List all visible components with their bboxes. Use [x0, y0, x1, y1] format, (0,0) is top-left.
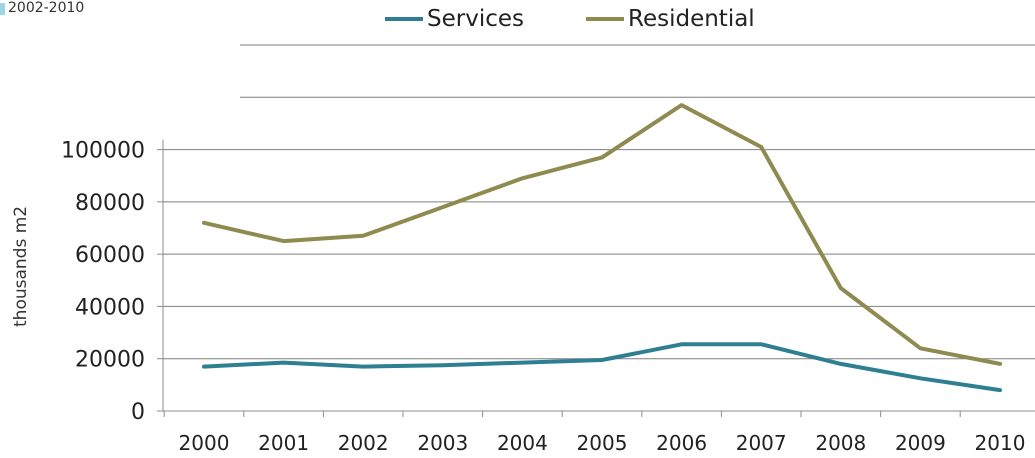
x-tick-label: 2007 [736, 431, 787, 455]
y-tick-label: 0 [131, 400, 145, 425]
y-tick-label: 60000 [75, 243, 145, 268]
legend-swatch-residential [586, 17, 624, 21]
legend-label-residential: Residential [628, 6, 755, 32]
x-tick-label: 2004 [497, 431, 548, 455]
x-tick-label: 2010 [975, 431, 1026, 455]
y-tick-label: 20000 [75, 348, 145, 373]
x-tick-label: 2003 [417, 431, 468, 455]
corner-label: 2002-2010 [8, 0, 85, 16]
x-tick-label: 2000 [179, 431, 230, 455]
x-tick-label: 2005 [577, 431, 628, 455]
legend-swatch-services [385, 17, 423, 21]
y-tick-label: 40000 [75, 295, 145, 320]
series-line-services [202, 342, 1002, 393]
y-tick-label: 100000 [61, 139, 145, 164]
corner-color-swatch [0, 3, 5, 15]
x-tick-label: 2001 [258, 431, 309, 455]
chart-legend: Services Residential [0, 6, 1035, 36]
x-tick-label: 2008 [815, 431, 866, 455]
series-line-residential [202, 103, 1002, 366]
legend-item-residential: Residential [586, 6, 755, 32]
legend-label-services: Services [427, 6, 524, 32]
legend-item-services: Services [385, 6, 524, 32]
x-tick-label: 2006 [656, 431, 707, 455]
y-tick-label: 80000 [75, 191, 145, 216]
x-tick-label: 2009 [895, 431, 946, 455]
x-tick-label: 2002 [338, 431, 389, 455]
